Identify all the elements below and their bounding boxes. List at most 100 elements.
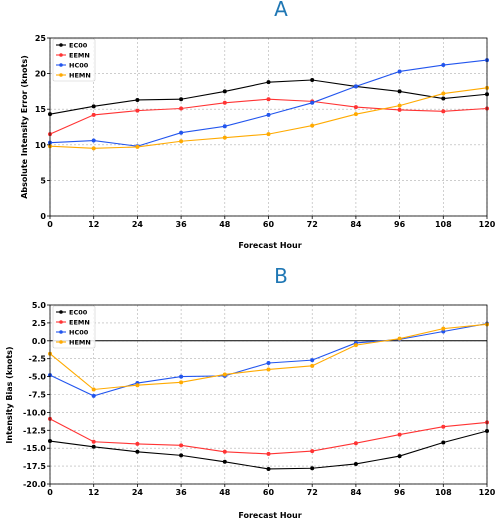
panel-a-series-eemn-point [397,107,402,112]
panel-a-series-hc00-point [91,138,96,143]
panel-a-x-tick-label: 36 [176,220,188,229]
panel-a-series-eemn-point [179,106,184,111]
panel-a-y-tick-label: 25 [35,34,47,43]
panel-b-x-tick-label: 96 [394,488,406,497]
panel-a-series-eemn-point [441,109,446,114]
panel-b-series-hemn-point [91,387,96,392]
panel-a-series-hemn-point [179,139,184,144]
panel-a-series-eemn-point [353,105,358,110]
panel-b-series-hc00-point [310,358,315,363]
panel-a: A 0 5 10 15 20 25 0 12 24 36 48 60 72 84 96 108 120 For… [20,0,496,250]
panel-a-series-hemn-point [441,91,446,96]
panel-a-y-tick-label: 0 [40,212,46,221]
panel-a-series-hc00-point [179,130,184,135]
panel-b-series-ec00-point [222,459,227,464]
panel-a-legend-hemn-marker [59,73,63,77]
panel-b-legend-hc00-marker [59,330,63,334]
panel-a-legend-ec00-marker [59,43,63,47]
panel-b-series-hemn-point [353,343,358,348]
panel-a-series-hc00-point [353,84,358,89]
panel-a-y-tick-label: 15 [35,105,47,114]
panel-b-x-tick-label: 12 [88,488,99,497]
panel-a-legend-box [52,38,96,82]
panel-b-series-eemn-point [353,441,358,446]
panel-a-x-tick-label: 120 [479,220,496,229]
panel-a-series-ec00-point [441,96,446,101]
panel-b-x-tick-label: 48 [219,488,231,497]
panel-b-y-tick-label: -17.5 [23,462,46,471]
panel-b: B -20.0 -17.5 -15.0 -12.5 -10.0 -7.5 -5.0 -2.5 0… [5,264,496,520]
panel-b-series-hemn-point [441,326,446,331]
panel-a-series-ec00-point [397,89,402,94]
panel-a-x-tick-label: 60 [263,220,275,229]
panel-a-series-hemn-point [135,144,140,149]
panel-b-series-ec00-point [179,453,184,458]
panel-a-series-eemn-point [266,97,271,102]
panel-b-legend-ec00-marker [59,310,63,314]
panel-b-series-ec00-point [266,466,271,471]
panel-b-legend-eemn-marker [59,320,63,324]
panel-b-series-eemn-point [91,439,96,444]
panel-a-series-eemn-point [222,100,227,105]
panel-a-series-hc00-point [310,100,315,105]
panel-b-y-tick-label: -10.0 [23,408,46,417]
panel-a-series-eemn-point [135,108,140,113]
panel-b-series-ec00-point [310,466,315,471]
panel-a-series-hc00-point [397,69,402,74]
panel-b-legend-eemn-label: EEMN [69,318,90,326]
panel-b-y-tick-label: -7.5 [29,391,47,400]
panel-b-legend-box [52,305,96,349]
panel-b-x-tick-label: 120 [479,488,496,497]
panel-b-series-hc00-point [91,393,96,398]
panel-b-series-ec00-point [91,444,96,449]
panel-b-x-tick-label: 36 [176,488,188,497]
panel-b-x-tick-label: 60 [263,488,275,497]
panel-b-legend-hemn-marker [59,340,63,344]
panel-b-legend-hc00-label: HC00 [69,328,89,336]
panel-b-series-hemn-point [179,380,184,385]
panel-b-series-hc00-point [441,329,446,334]
panel-b-y-tick-label: -2.5 [29,355,47,364]
panel-a-legend-ec00-label: EC00 [69,41,88,49]
panel-b-y-tick-label: -20.0 [23,480,46,489]
panel-a-series-ec00-point [91,104,96,109]
panel-a-series-eemn-point [91,112,96,117]
panel-b-y-tick-label: 2.5 [32,319,47,328]
panel-a-legend-hc00-marker [59,63,63,67]
panel-a-y-tick-label: 20 [35,70,47,79]
panel-b-x-axis-title: Forecast Hour [238,511,301,520]
panel-a-x-tick-label: 0 [47,220,53,229]
panel-b-series-hc00-point [179,374,184,379]
panel-b-x-tick-label: 0 [47,488,53,497]
panel-b-series-ec00-point [353,461,358,466]
panel-a-series-hemn-point [353,112,358,117]
panel-b-x-tick-label: 24 [132,488,144,497]
panel-a-x-axis-title: Forecast Hour [238,241,301,250]
panel-a-y-axis-title: Absolute Intensity Error (knots) [20,55,29,199]
panel-a-series-hc00-point [266,112,271,117]
panel-a-series-hc00-point [441,63,446,68]
panel-b-y-axis-title: Intensity Bias (knots) [5,346,14,443]
panel-a-series-hemn-point [310,123,315,128]
panel-b-series-eemn-point [310,449,315,454]
panel-b-series-eemn-point [266,451,271,456]
panel-b-x-tick-label: 108 [435,488,452,497]
panel-a-x-tick-label: 84 [350,220,362,229]
panel-b-y-tick-label: -5.0 [29,373,47,382]
panel-b-series-ec00-point [441,440,446,445]
panel-a-series-ec00-point [222,89,227,94]
panel-a-series-ec00-point [179,97,184,102]
panel-b-y-tick-label: 5.0 [32,301,47,310]
panel-a-x-tick-label: 96 [394,220,406,229]
panel-a-legend-hc00-label: HC00 [69,61,89,69]
panel-b-series-hemn-point [135,383,140,388]
panel-b-legend-hemn-label: HEMN [69,338,91,346]
panel-b-series-eemn-point [222,449,227,454]
panel-b-series-eemn-point [135,441,140,446]
panel-a-series-hemn-point [397,103,402,108]
panel-b-series-eemn-point [397,432,402,437]
panel-b-x-tick-label: 72 [307,488,318,497]
panel-a-x-tick-label: 48 [219,220,231,229]
